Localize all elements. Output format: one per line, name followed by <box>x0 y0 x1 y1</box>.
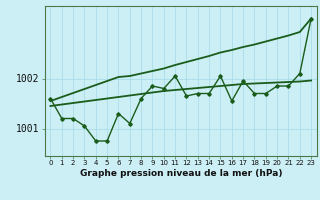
X-axis label: Graphe pression niveau de la mer (hPa): Graphe pression niveau de la mer (hPa) <box>80 169 282 178</box>
